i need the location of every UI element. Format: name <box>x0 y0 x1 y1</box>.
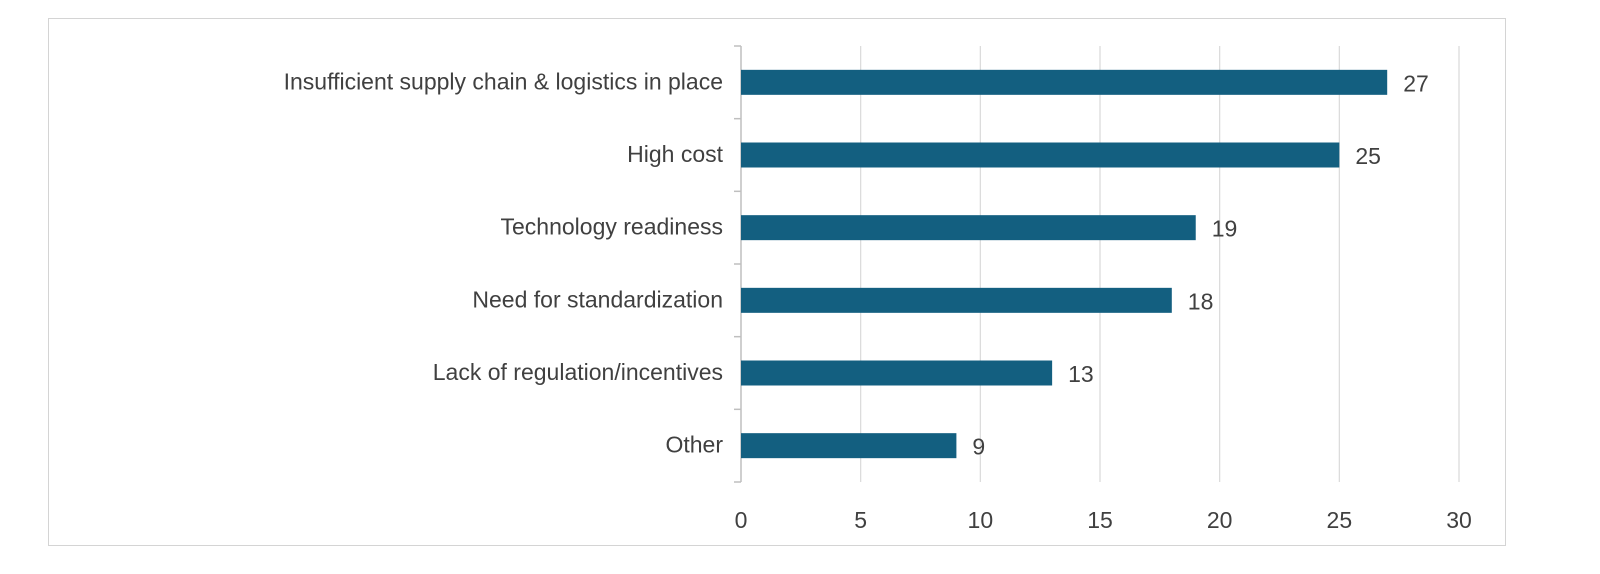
bar <box>741 69 1388 95</box>
bar <box>741 360 1053 386</box>
category-label: Technology readiness <box>501 214 723 240</box>
category-label: Insufficient supply chain & logistics in… <box>284 68 723 94</box>
x-tick-labels: 0 5 10 15 20 25 30 <box>735 507 1472 533</box>
category-label: Other <box>665 432 723 458</box>
category-labels: Insufficient supply chain & logistics in… <box>284 68 724 457</box>
x-tick-label: 25 <box>1327 507 1353 533</box>
category-label: Lack of regulation/incentives <box>433 359 723 385</box>
data-label: 27 <box>1403 70 1429 96</box>
x-tick-label: 20 <box>1207 507 1233 533</box>
x-tick-label: 5 <box>854 507 867 533</box>
bar <box>741 433 957 459</box>
category-axis <box>734 45 742 483</box>
data-label: 19 <box>1212 216 1238 242</box>
category-label: High cost <box>627 141 723 167</box>
gridlines <box>860 46 1460 482</box>
bars <box>741 69 1388 459</box>
x-tick-label: 10 <box>968 507 994 533</box>
bar <box>741 287 1172 313</box>
bar <box>741 142 1340 168</box>
category-label: Need for standardization <box>472 286 723 312</box>
data-label: 18 <box>1188 288 1214 314</box>
x-tick-label: 15 <box>1087 507 1113 533</box>
x-tick-label: 0 <box>735 507 748 533</box>
data-labels: 27 25 19 18 13 9 <box>972 70 1428 459</box>
data-label: 25 <box>1355 143 1381 169</box>
x-tick-label: 30 <box>1446 507 1472 533</box>
bar <box>741 215 1196 241</box>
data-label: 13 <box>1068 361 1094 387</box>
data-label: 9 <box>972 434 985 460</box>
